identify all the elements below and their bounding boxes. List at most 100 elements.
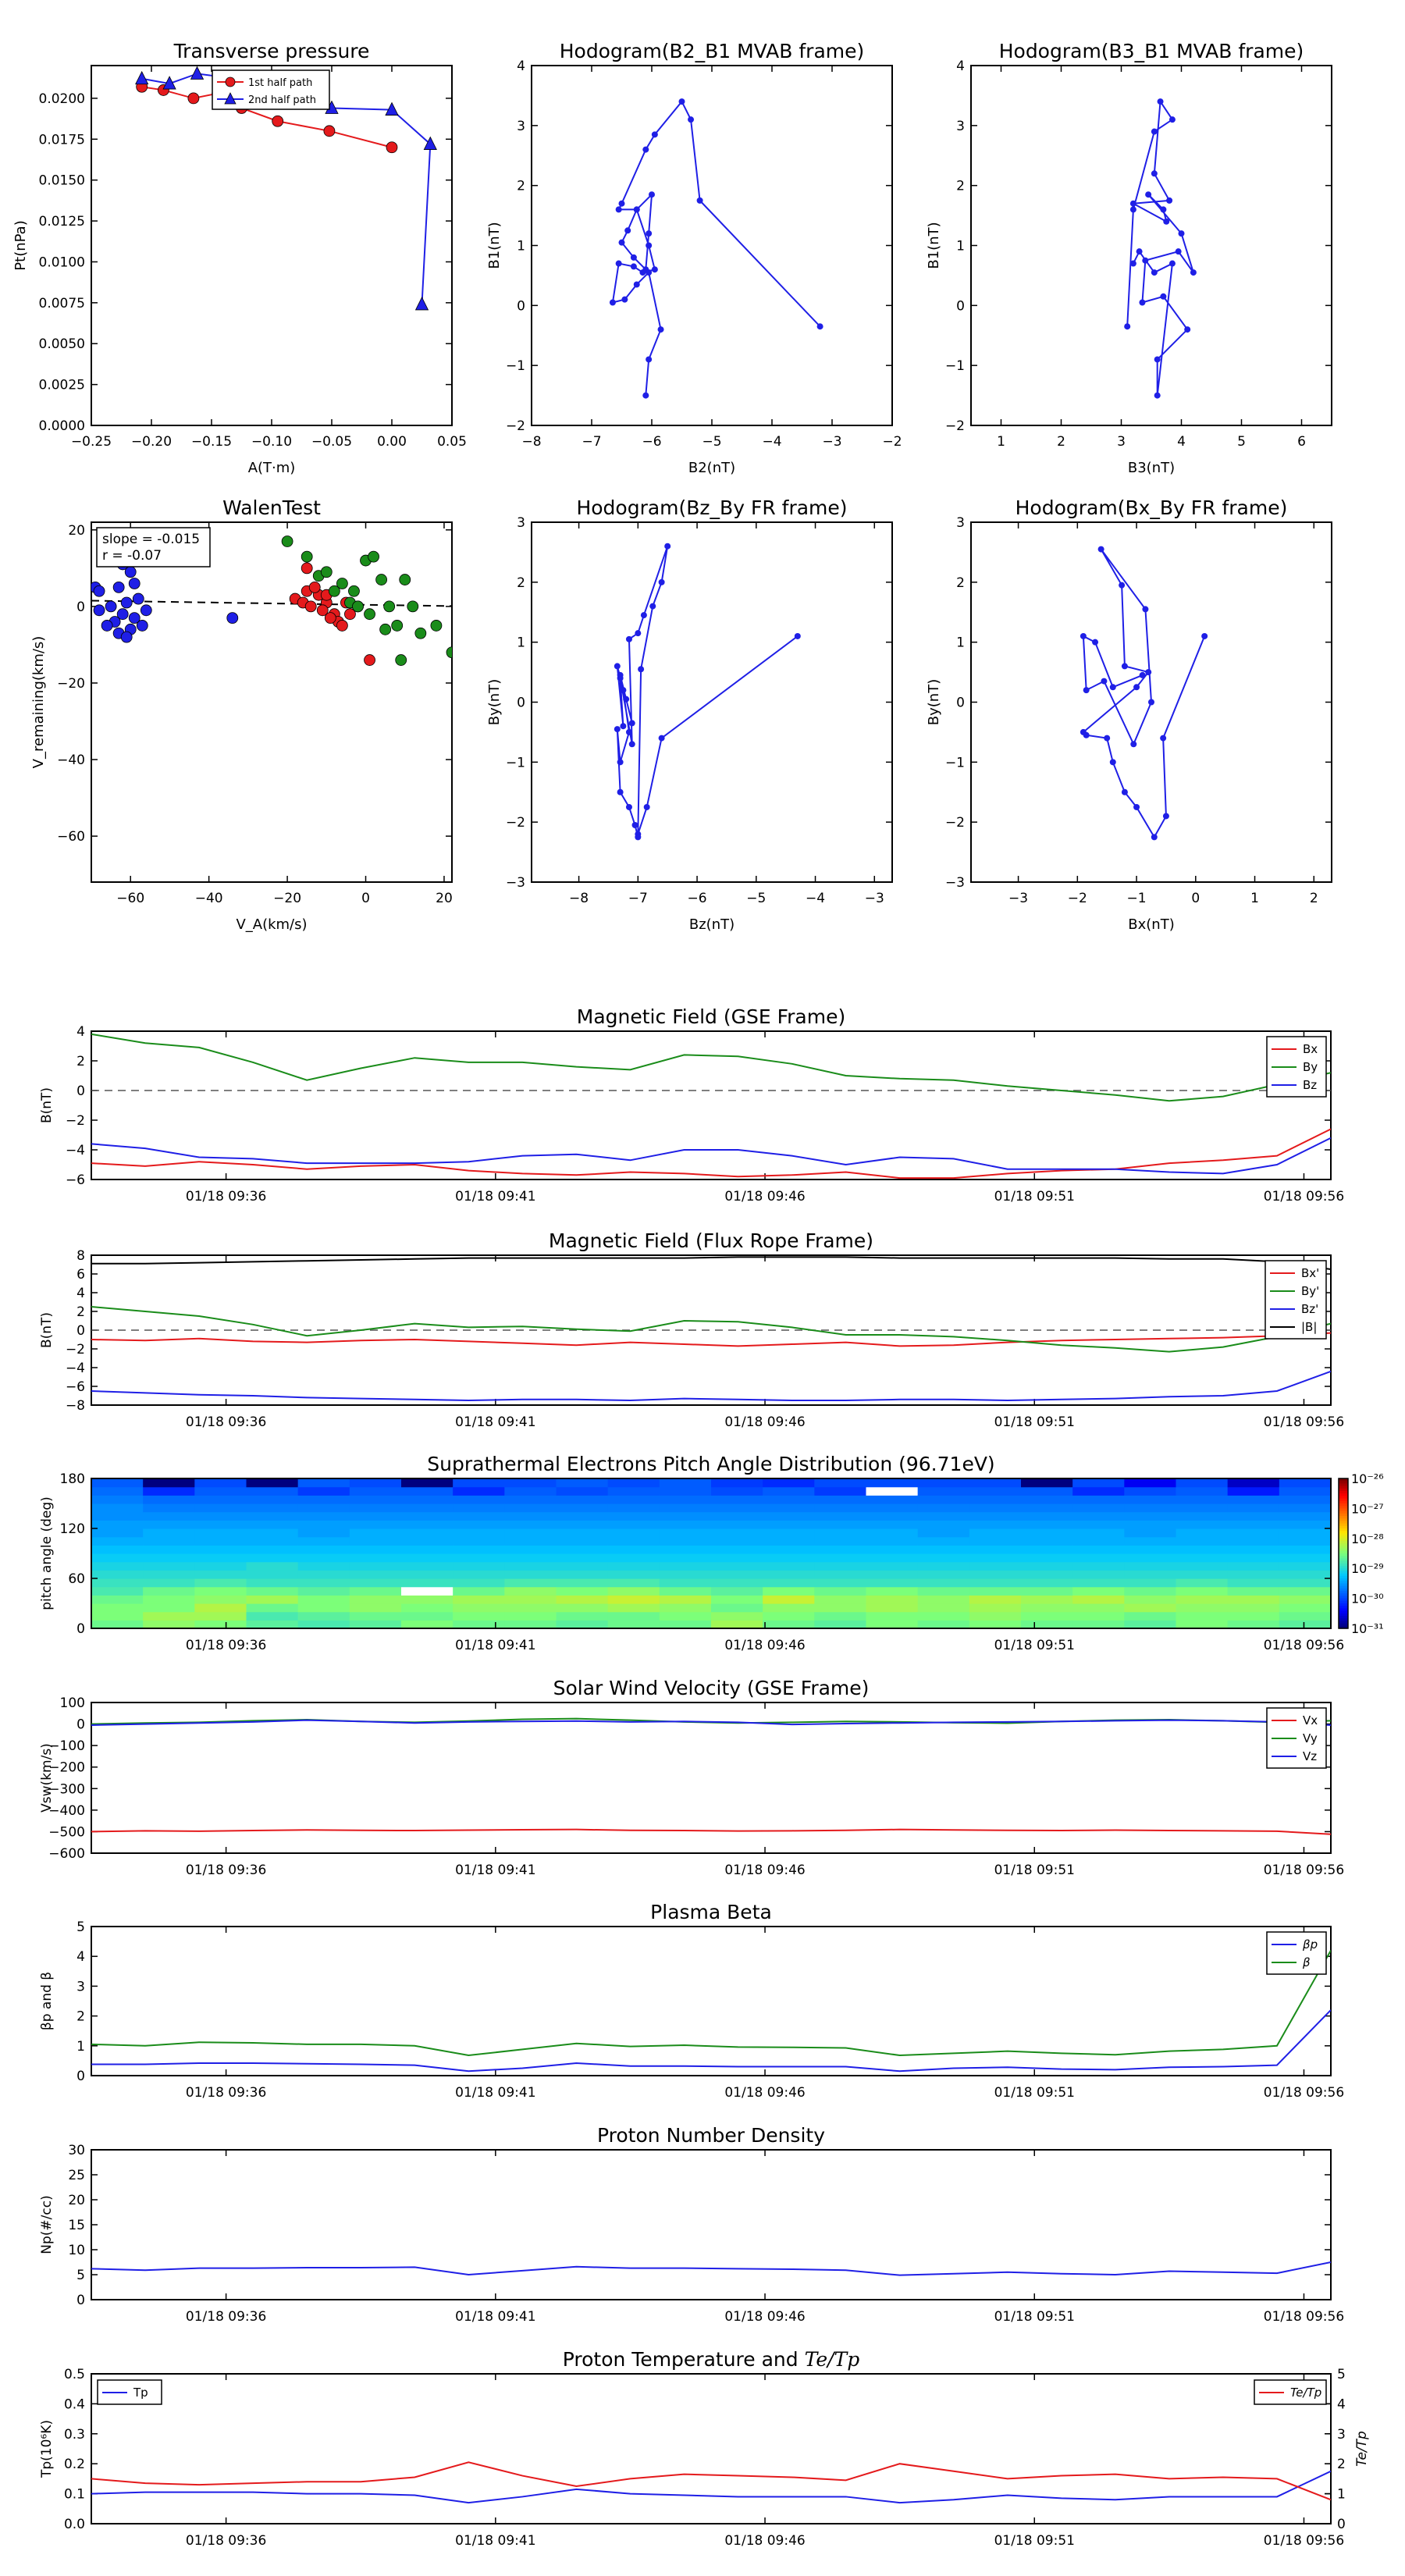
heatmap-cell xyxy=(1227,1620,1280,1629)
heatmap-cell xyxy=(763,1503,815,1513)
data-point xyxy=(301,562,313,575)
heatmap-cell xyxy=(297,1611,350,1621)
heatmap-cell xyxy=(91,1561,144,1571)
data-point xyxy=(1142,257,1149,264)
heatmap-cell xyxy=(1072,1578,1125,1588)
heatmap-cell xyxy=(866,1603,919,1613)
series-line-Vz xyxy=(91,1719,1331,1726)
y-tick-label: 0.0150 xyxy=(39,173,85,189)
legend-box xyxy=(1266,1931,1327,1975)
data-point xyxy=(226,612,239,624)
data-point xyxy=(638,666,645,673)
data-point xyxy=(301,550,313,563)
data-point xyxy=(364,654,375,666)
x-tick-label: 01/18 09:56 xyxy=(1264,1414,1344,1430)
heatmap-cell xyxy=(143,1545,195,1554)
x-tick-label: 01/18 09:56 xyxy=(1264,1863,1344,1878)
data-point xyxy=(1139,299,1146,306)
y-tick-label: −2 xyxy=(506,418,525,434)
heatmap-cell xyxy=(246,1536,299,1546)
plot-area xyxy=(91,535,452,666)
data-point xyxy=(635,630,642,637)
heatmap-cell xyxy=(763,1528,815,1538)
x-tick-label: 01/18 09:41 xyxy=(455,1638,535,1653)
heatmap-cell xyxy=(866,1520,919,1529)
data-point xyxy=(816,323,823,330)
heatmap-cell xyxy=(297,1478,350,1488)
heatmap-cell xyxy=(1124,1495,1177,1504)
heatmap-cell xyxy=(1279,1486,1332,1496)
heatmap-cell xyxy=(814,1520,867,1529)
y-tick-label: 3 xyxy=(517,515,525,531)
y-tick-label: −1 xyxy=(506,755,525,770)
y-axis-label: Pt(nPa) xyxy=(12,220,29,270)
heatmap-cell xyxy=(607,1561,660,1571)
heatmap-cell xyxy=(143,1511,195,1521)
heatmap-cell xyxy=(349,1553,402,1563)
data-point xyxy=(664,543,671,550)
colorbar-segment xyxy=(1339,1566,1348,1569)
heatmap-cell xyxy=(453,1578,505,1588)
x-tick-label: 01/18 09:36 xyxy=(186,2309,266,2325)
x-tick-label: −8 xyxy=(569,891,589,906)
data-point xyxy=(1151,834,1158,841)
data-point xyxy=(1104,735,1111,742)
data-point xyxy=(617,671,624,678)
heatmap-cell xyxy=(1021,1611,1073,1621)
heatmap-cell xyxy=(556,1595,609,1604)
heatmap-cell xyxy=(504,1495,557,1504)
heatmap-cell xyxy=(143,1570,195,1579)
y-axis-label: B1(nT) xyxy=(486,222,503,269)
heatmap-cell xyxy=(1021,1478,1073,1488)
heatmap-cell xyxy=(1124,1520,1177,1529)
y-tick-label: 1 xyxy=(517,635,525,651)
plot-area xyxy=(91,1717,1331,1835)
y2-tick-label: 5 xyxy=(1337,2367,1346,2382)
heatmap-cell xyxy=(143,1536,195,1546)
fit-line xyxy=(91,600,452,607)
data-point xyxy=(128,578,140,589)
y-tick-label: 1 xyxy=(517,239,525,254)
x-tick-label: 01/18 09:51 xyxy=(994,1189,1075,1204)
heatmap-cell xyxy=(401,1536,454,1546)
data-point xyxy=(386,141,398,154)
heatmap-cell xyxy=(1176,1595,1229,1604)
y2-tick-label: 1 xyxy=(1337,2487,1346,2503)
heatmap-cell xyxy=(866,1486,919,1496)
heatmap-cell xyxy=(349,1511,402,1521)
data-point xyxy=(1097,546,1104,553)
x-tick-label: 01/18 09:56 xyxy=(1264,1638,1344,1653)
heatmap-cell xyxy=(917,1536,970,1546)
data-point xyxy=(1136,248,1143,255)
chart-title: Transverse pressure xyxy=(173,40,370,62)
heatmap-cell xyxy=(401,1511,454,1521)
heatmap-cell xyxy=(194,1611,247,1621)
colorbar-segment xyxy=(1339,1593,1348,1596)
heatmap-cell xyxy=(246,1611,299,1621)
colorbar-segment xyxy=(1339,1581,1348,1584)
heatmap-cell xyxy=(659,1495,712,1504)
heatmap-cell xyxy=(1021,1520,1073,1529)
data-point xyxy=(93,604,105,617)
legend: Bx By Bz xyxy=(1266,1036,1327,1098)
y-axis-label: Vsw(km/s) xyxy=(39,1743,55,1813)
heatmap-cell xyxy=(711,1595,763,1604)
heatmap-cell xyxy=(297,1486,350,1496)
x-tick-label: −0.15 xyxy=(191,434,232,450)
heatmap-cell xyxy=(143,1486,195,1496)
colorbar-segment xyxy=(1339,1558,1348,1562)
series-line-B xyxy=(91,1256,1331,1270)
heatmap-cell xyxy=(504,1511,557,1521)
data-point xyxy=(190,66,205,80)
legend-label: Bx' xyxy=(1301,1266,1319,1280)
y-tick-label: 0.3 xyxy=(64,2427,85,2443)
heatmap-cell xyxy=(1072,1495,1125,1504)
legend-box xyxy=(97,2379,162,2405)
heatmap-cell xyxy=(297,1528,350,1538)
heatmap-cell xyxy=(1072,1478,1125,1488)
data-point xyxy=(1101,678,1108,685)
x-tick-label: 1 xyxy=(997,434,1005,450)
x-tick-label: 01/18 09:36 xyxy=(186,1863,266,1878)
colorbar: 10⁻²⁶ 10⁻²⁷ 10⁻²⁸ 10⁻²⁹ 10⁻³⁰ 10⁻³¹ xyxy=(1338,1471,1384,1636)
chart-h3: Hodogram(Bz_By FR frame) −8 −7 −6 −5 −4 −3 −3 −2… xyxy=(486,496,893,933)
